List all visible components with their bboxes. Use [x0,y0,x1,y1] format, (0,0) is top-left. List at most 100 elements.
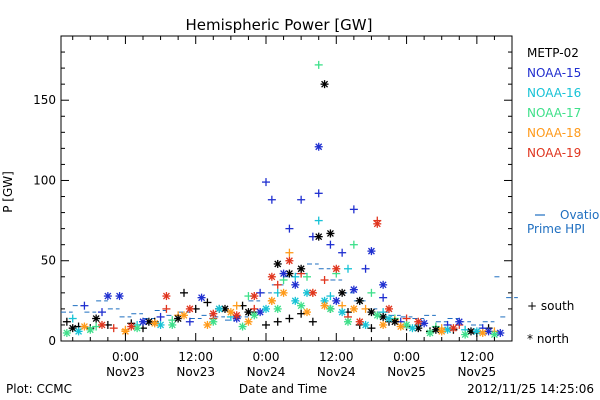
north-point [443,325,452,334]
north-point [390,317,399,326]
x-axis-label: Date and Time [239,382,327,396]
south-point [303,272,311,281]
north-point [250,292,259,301]
north-point-d2 [116,292,124,300]
north-point-d2 [63,329,71,337]
north-point [338,308,347,317]
north-point [332,264,341,273]
south-point [185,317,194,326]
south-point [379,293,388,302]
north-point-d2 [479,329,487,337]
plot-border [60,35,513,342]
south-point [297,309,306,318]
north-point-d2 [98,321,106,329]
north-point-d2 [297,302,305,310]
north-point [349,304,358,313]
plot-timestamp: 2012/11/25 14:25:06 [467,382,594,396]
south-point [267,195,276,204]
north-point [215,304,224,313]
axes: 0501001500:00Nov2312:00Nov230:00Nov2412:… [33,36,513,379]
south-point [344,264,352,273]
north-point [349,285,358,294]
north-point [103,292,112,301]
north-point-d2 [367,247,375,255]
south-point [256,288,265,297]
north-point [291,296,300,305]
north-point-d2 [198,294,206,302]
north-point-d2 [303,289,311,297]
north-point [168,320,177,329]
north-point [385,304,393,313]
north-point [98,320,106,329]
north-point [162,292,171,301]
south-point [273,317,282,326]
north-point-d2 [455,318,463,326]
north-point-d2 [321,80,329,88]
north-point [232,311,241,320]
chart-title: Hemispheric Power [GW] [186,16,373,34]
x-tick-date-3: Nov24 [317,365,356,379]
legend-model-label-2: Prime HPI [527,222,585,236]
north-point [320,301,329,310]
north-point-d2 [239,323,247,331]
north-point [297,264,306,273]
north-point-d2 [362,321,370,329]
north-point-d2 [385,315,393,322]
south-point [361,304,370,313]
north-marker-label: * north [527,332,569,346]
north-point-d2 [133,324,141,332]
north-point [180,311,188,320]
north-point-d2 [332,265,340,273]
legend: METP-02 NOAA-15 NOAA-16 NOAA-17 NOAA-18 NOAA-… [527,46,600,236]
north-point-d2 [449,324,457,332]
north-point-d2 [227,308,235,316]
north-point-d2 [297,265,305,273]
x-tick-date-0: Nov23 [106,365,145,379]
north-point [267,296,276,305]
north-point [244,308,253,317]
legend-item-metp-02: METP-02 [527,46,579,60]
north-point-d2 [250,311,258,319]
north-point-d2 [350,286,358,294]
north-point-d2 [233,311,241,319]
north-point [373,311,382,320]
north-point [86,325,95,334]
north-point-d2 [256,308,264,316]
north-point-d2 [69,324,77,332]
north-point-d2 [438,327,446,335]
north-point [478,328,487,337]
south-point [320,276,329,284]
north-point [437,327,446,336]
north-point [379,280,388,289]
north-point [285,256,294,265]
north-point-d2 [391,318,399,326]
north-point [262,304,270,313]
north-point [273,259,282,268]
y-axis-label: P [GW] [1,171,15,213]
north-point [361,320,370,329]
north-point-d2 [274,260,282,268]
north-point [273,304,282,313]
north-point-d2 [315,143,323,151]
north-point [156,320,165,329]
south-point [367,288,376,297]
north-point-d2 [303,308,311,316]
north-point-d2 [432,326,440,334]
north-point [326,229,335,238]
north-point [209,317,218,326]
north-point-d2 [397,323,405,331]
north-point [92,314,101,323]
north-point-d2 [379,321,387,329]
north-point [385,314,393,323]
north-point [408,324,417,333]
north-point-d2 [408,324,416,332]
north-point-d2 [350,305,358,313]
legend-item-noaa-17: NOAA-17 [527,106,581,120]
south-point [314,60,323,69]
north-point [238,322,247,331]
legend-model-label-1: Ovation [560,208,600,222]
north-point [467,327,475,336]
north-point-d2 [414,318,422,326]
north-point [320,80,329,89]
x-tick-time-5: 12:00 [460,350,495,364]
